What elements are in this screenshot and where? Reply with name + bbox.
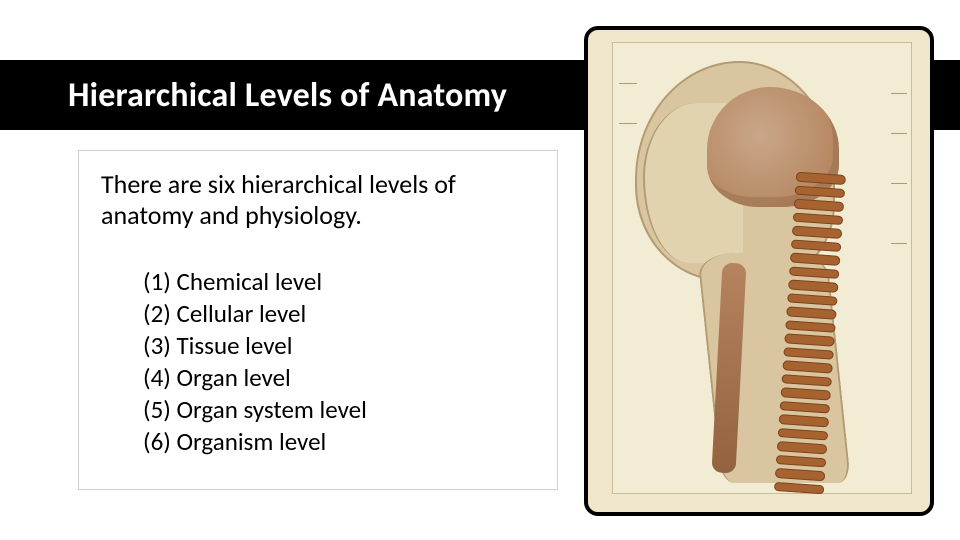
- anatomy-image-frame: [584, 26, 934, 516]
- vertebra: [781, 374, 832, 387]
- leader-line: [619, 83, 637, 84]
- vertebra: [796, 172, 847, 185]
- intro-text: There are six hierarchical levels of ana…: [101, 169, 539, 230]
- vertebra: [780, 401, 831, 414]
- leader-line: [619, 123, 637, 124]
- vertebra: [783, 347, 834, 360]
- vertebra: [776, 454, 827, 467]
- vertebra: [777, 441, 828, 454]
- leader-line: [891, 133, 907, 134]
- vertebra: [788, 279, 839, 292]
- vertebra: [793, 212, 844, 225]
- slide: Hierarchical Levels of Anatomy There are…: [0, 0, 960, 540]
- vertebra: [778, 428, 829, 441]
- vertebra: [780, 387, 831, 400]
- list-item: (2) Cellular level: [143, 298, 539, 330]
- list-item: (1) Chemical level: [143, 266, 539, 298]
- vertebra: [791, 239, 842, 252]
- vertebra: [779, 414, 830, 427]
- leader-line: [891, 93, 907, 94]
- list-item: (3) Tissue level: [143, 330, 539, 362]
- list-item: (6) Organism level: [143, 426, 539, 458]
- slide-title: Hierarchical Levels of Anatomy: [0, 75, 507, 116]
- list-item: (4) Organ level: [143, 362, 539, 394]
- leader-line: [891, 183, 907, 184]
- vertebra: [794, 199, 845, 212]
- vertebra: [782, 360, 833, 373]
- leader-line: [891, 243, 907, 244]
- vertebra: [785, 320, 836, 333]
- anatomy-plate: [612, 42, 912, 494]
- vertebra: [792, 226, 843, 239]
- vertebra: [786, 306, 837, 319]
- vertebra: [790, 252, 841, 265]
- list-item: (5) Organ system level: [143, 394, 539, 426]
- vertebra: [789, 266, 840, 279]
- vertebra: [795, 185, 846, 198]
- vertebra: [775, 468, 826, 481]
- vertebra: [784, 333, 835, 346]
- levels-list: (1) Chemical level (2) Cellular level (3…: [101, 266, 539, 458]
- vertebra: [787, 293, 838, 306]
- vertebra: [774, 481, 825, 494]
- content-box: There are six hierarchical levels of ana…: [78, 150, 558, 490]
